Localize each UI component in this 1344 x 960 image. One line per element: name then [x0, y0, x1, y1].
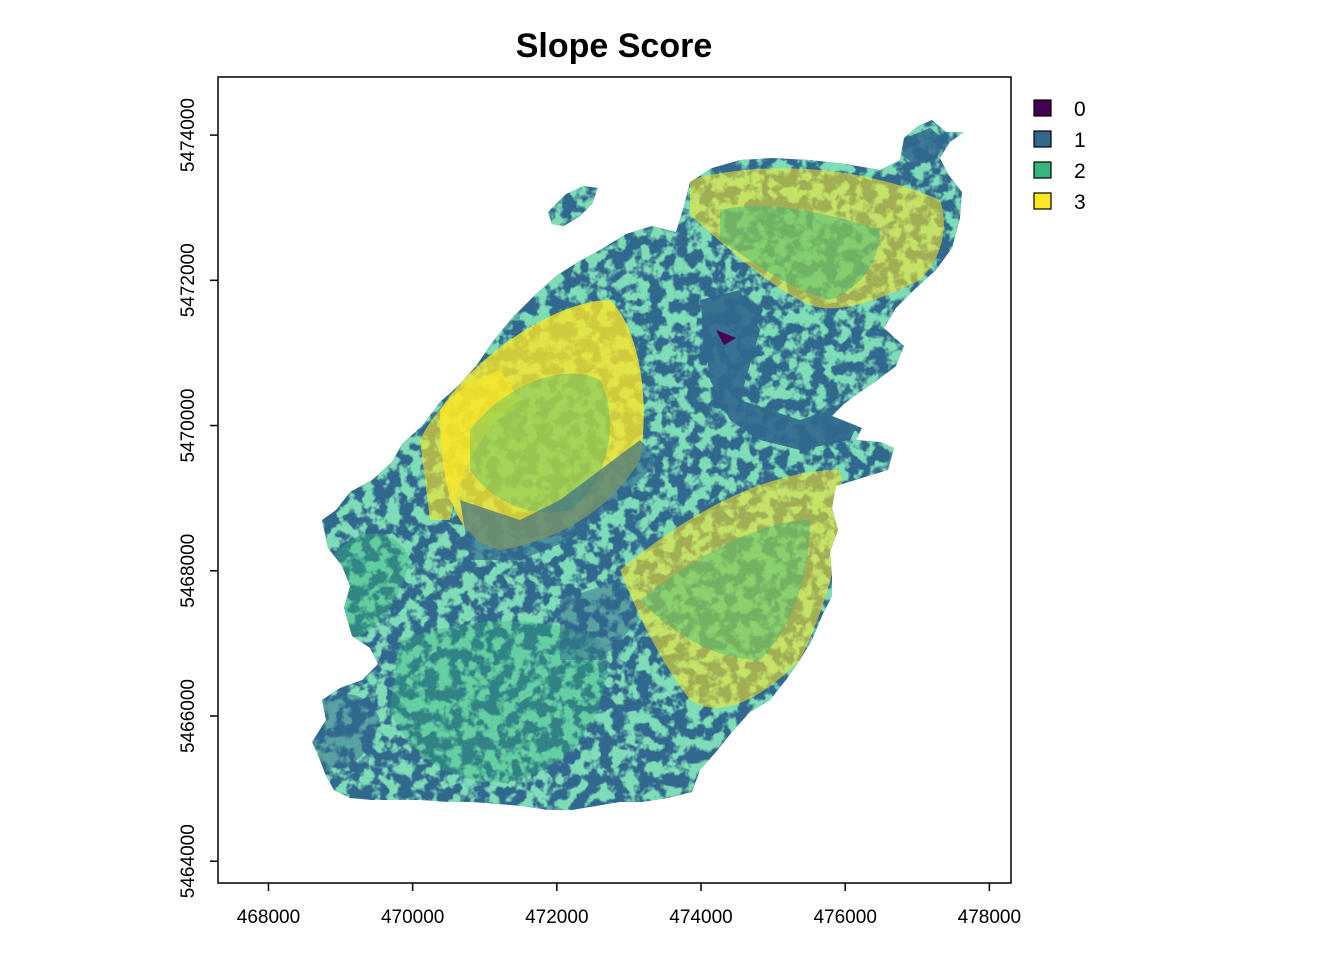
raster-layer [312, 120, 964, 810]
x-tick-label: 468000 [237, 907, 300, 928]
raster-zone-class-1 [318, 694, 380, 768]
y-tick-label: 5468000 [178, 534, 199, 608]
y-tick-label: 5474000 [178, 98, 199, 172]
raster-zone-class-2 [390, 621, 606, 782]
plot-frame [217, 76, 1012, 884]
y-axis: 5464000 5466000 5468000 5470000 5472000 54740… [178, 98, 218, 898]
x-axis: 468000 470000 472000 474000 476000 478000 [237, 883, 1021, 928]
legend-swatch [1033, 99, 1052, 117]
x-tick-label: 470000 [381, 907, 444, 928]
raster-zone-class-2 [328, 533, 410, 640]
raster-zone-class-1 [700, 290, 860, 450]
y-tick-label: 5466000 [178, 679, 199, 753]
raster-zone-class-3 [690, 168, 944, 309]
legend-swatch [1033, 192, 1052, 210]
legend-label: 3 [1074, 191, 1086, 214]
x-tick-label: 474000 [669, 907, 732, 928]
raster-zone-class-3 [420, 370, 520, 520]
x-tick-label: 472000 [525, 907, 588, 928]
raster-zone-class-2 [470, 373, 610, 513]
x-tick-label: 478000 [958, 907, 1021, 928]
legend-label: 2 [1074, 160, 1086, 183]
raster-zone-class-2 [720, 206, 880, 300]
legend-label: 1 [1074, 129, 1086, 152]
y-tick-label: 5470000 [178, 389, 199, 463]
legend-swatch [1033, 161, 1052, 179]
raster-zone-class-0 [716, 330, 736, 345]
legend-label: 0 [1074, 98, 1086, 121]
raster-zone-class-1 [460, 440, 660, 560]
legend: 0 1 2 3 [1033, 98, 1086, 214]
y-tick-label: 5464000 [178, 824, 199, 898]
y-tick-label: 5472000 [178, 243, 199, 317]
raster-zone-class-1 [902, 128, 945, 165]
raster-zone-class-2 [640, 520, 810, 660]
raster-zone-class-3 [620, 470, 843, 708]
legend-swatch [1033, 130, 1052, 148]
x-tick-label: 476000 [813, 907, 876, 928]
chart-title: Slope Score [516, 27, 713, 65]
raster-zone-class-1 [560, 580, 640, 660]
